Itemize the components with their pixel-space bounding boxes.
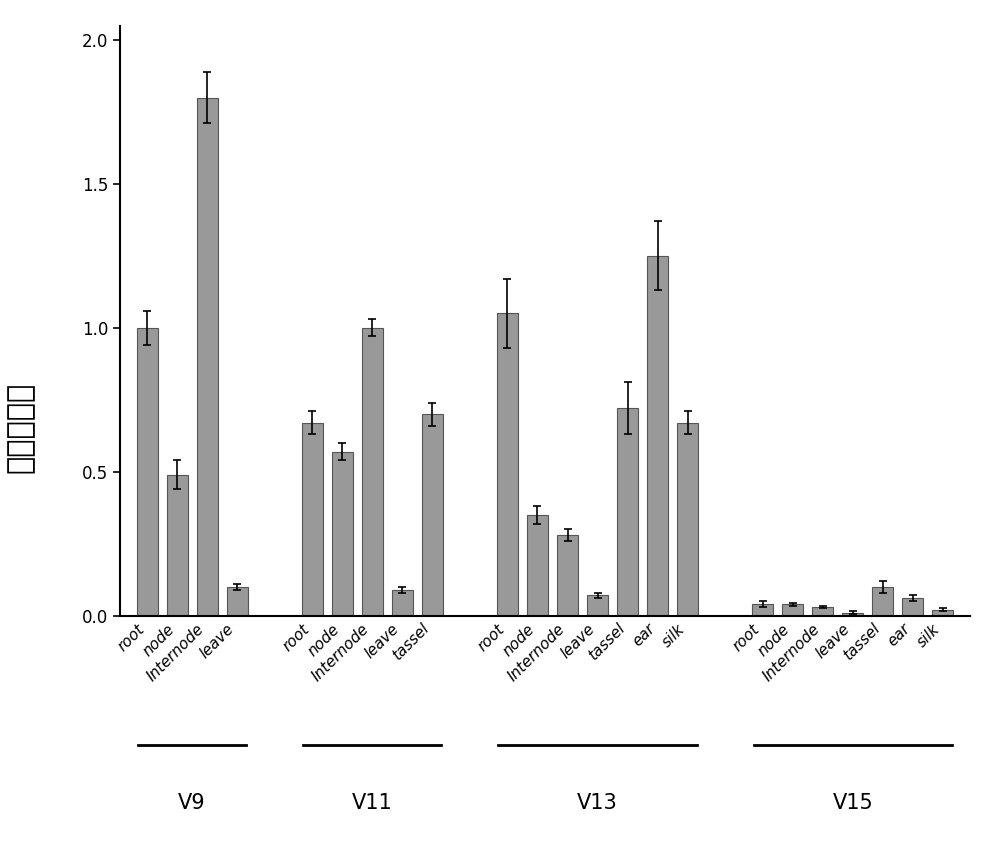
- Bar: [617, 409, 638, 616]
- Bar: [392, 590, 413, 616]
- Bar: [197, 97, 218, 616]
- Bar: [782, 604, 803, 616]
- Bar: [557, 535, 578, 616]
- Bar: [227, 587, 248, 616]
- Text: V13: V13: [577, 793, 618, 812]
- Bar: [647, 256, 668, 616]
- Bar: [362, 327, 383, 616]
- Bar: [872, 587, 893, 616]
- Bar: [527, 515, 548, 616]
- Bar: [302, 422, 323, 616]
- Bar: [497, 314, 518, 616]
- Bar: [902, 598, 923, 616]
- Text: V15: V15: [832, 793, 873, 812]
- Bar: [137, 327, 158, 616]
- Bar: [422, 414, 443, 616]
- Bar: [167, 475, 188, 616]
- Text: 相对表达量: 相对表达量: [5, 382, 34, 473]
- Bar: [812, 607, 833, 616]
- Text: V11: V11: [352, 793, 393, 812]
- Bar: [587, 595, 608, 616]
- Bar: [752, 604, 773, 616]
- Bar: [932, 610, 953, 616]
- Bar: [677, 422, 698, 616]
- Bar: [842, 613, 863, 616]
- Bar: [332, 451, 353, 616]
- Text: V9: V9: [178, 793, 206, 812]
